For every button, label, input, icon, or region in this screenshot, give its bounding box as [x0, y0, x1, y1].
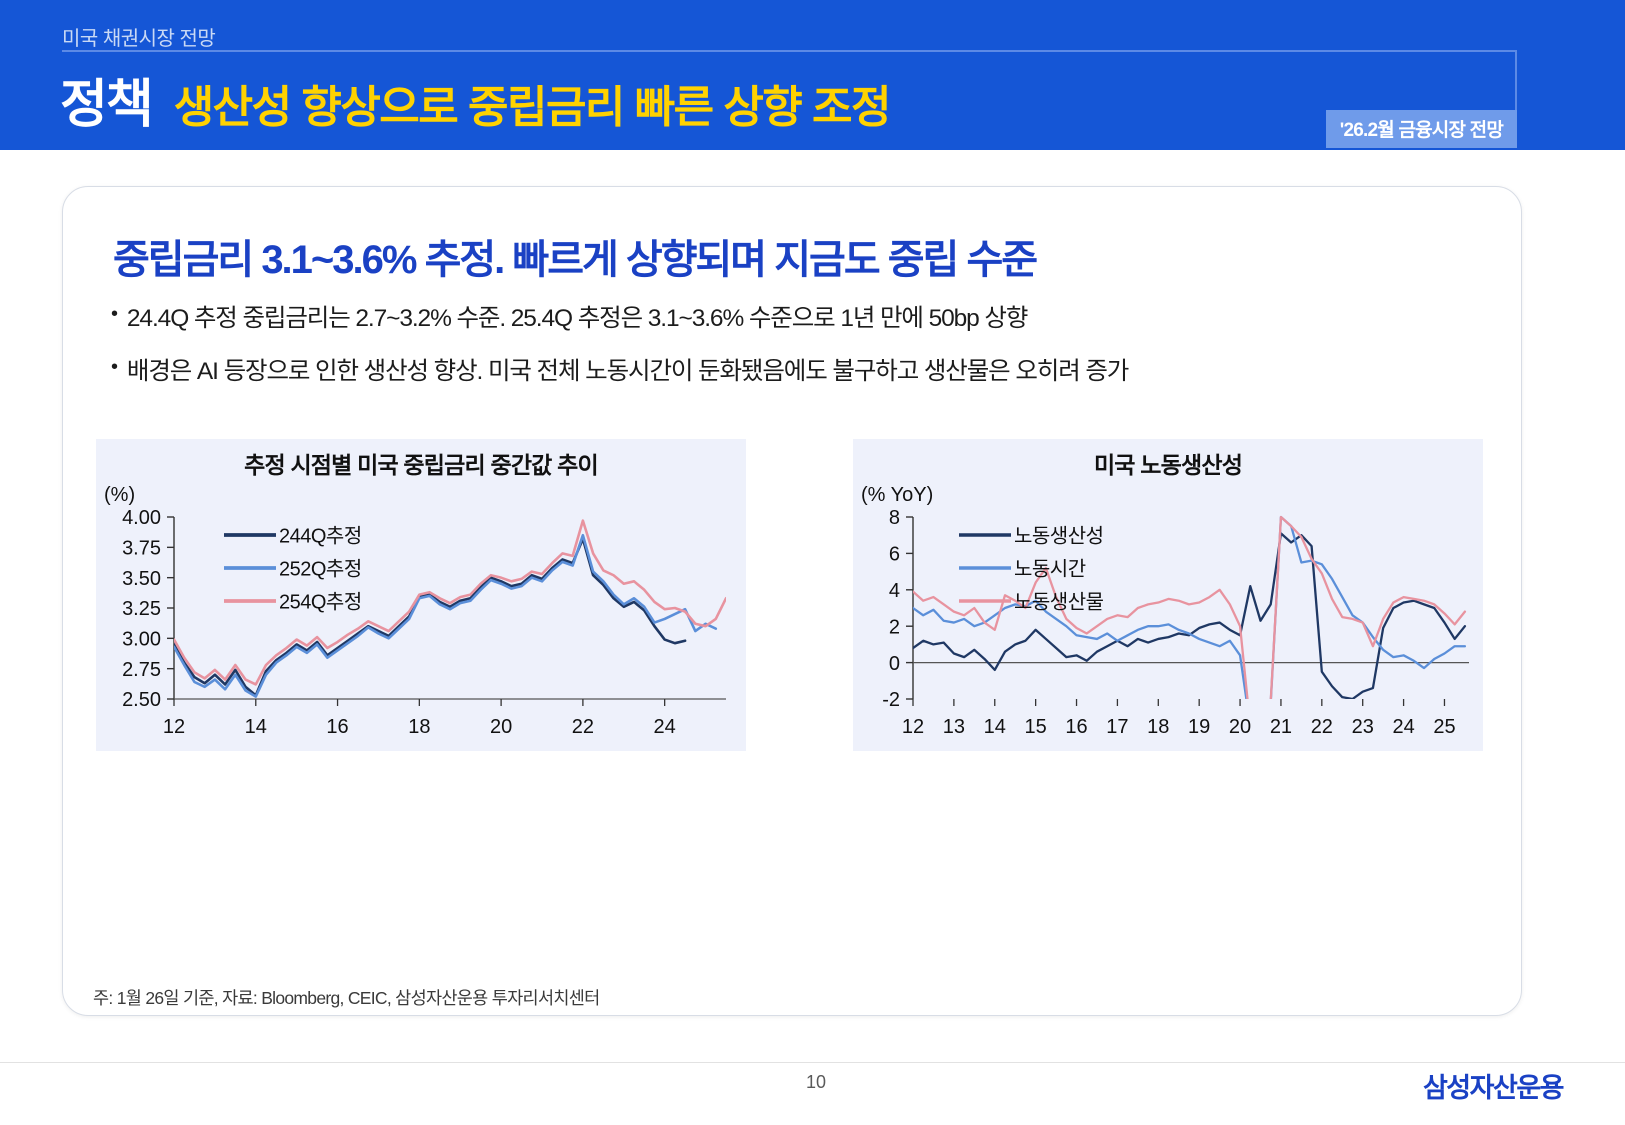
- x-axis-tick-label: 16: [1065, 716, 1087, 738]
- x-axis-tick-label: 14: [984, 716, 1006, 738]
- x-axis-tick-label: 17: [1106, 716, 1128, 738]
- header-divider: [62, 50, 1517, 52]
- series-line: [913, 515, 1467, 699]
- slide-title-row: 정책 생산성 향상으로 중립금리 빠른 상향 조정: [60, 62, 892, 137]
- slide-category-tag: 정책: [60, 76, 154, 134]
- y-axis-unit-label: (% YoY): [861, 484, 933, 506]
- legend-label: 254Q추정: [279, 590, 362, 613]
- y-axis-tick-label: 3.25: [122, 598, 161, 620]
- x-axis-tick-label: 12: [902, 716, 924, 738]
- x-axis-tick-label: 19: [1188, 716, 1210, 738]
- report-badge: '26.2월 금융시장 전망: [1325, 110, 1517, 148]
- y-axis-tick-label: 2: [889, 616, 900, 638]
- list-item-text: 배경은 AI 등장으로 인한 생산성 향상. 미국 전체 노동시간이 둔화됐음에…: [126, 358, 1129, 385]
- series-line: [174, 537, 687, 697]
- series-line: [913, 515, 1467, 699]
- y-axis-tick-label: 4.00: [122, 507, 161, 529]
- lead-headline: 중립금리 3.1~3.6% 추정. 빠르게 상향되며 지금도 중립 수준: [113, 238, 1038, 282]
- legend-label: 244Q추정: [279, 524, 362, 547]
- x-axis-tick-label: 22: [572, 716, 594, 738]
- x-axis-tick-label: 21: [1270, 716, 1292, 738]
- source-footnote: 주: 1월 26일 기준, 자료: Bloomberg, CEIC, 삼성자산운…: [93, 988, 600, 1008]
- bullet-list: • 24.4Q 추정 중립금리는 2.7~3.2% 수준. 25.4Q 추정은 …: [111, 299, 1481, 405]
- legend-label: 노동생산물: [1014, 590, 1104, 613]
- y-axis-tick-label: 4: [889, 580, 900, 602]
- list-item: • 배경은 AI 등장으로 인한 생산성 향상. 미국 전체 노동시간이 둔화됐…: [111, 352, 1481, 387]
- legend-label: 노동생산성: [1014, 524, 1104, 547]
- y-axis-tick-label: 3.00: [122, 629, 161, 651]
- page-number: 10: [806, 1072, 827, 1092]
- chart-labor-productivity: 미국 노동생산성 (% YoY) -2 0 2 4 6 8 12 13 14 15 16 17 18 19 20…: [853, 439, 1483, 751]
- x-axis-tick-label: 24: [654, 716, 676, 738]
- chart-title: 미국 노동생산성: [1094, 452, 1242, 478]
- chart-title: 추정 시점별 미국 중립금리 중간값 추이: [244, 452, 598, 478]
- x-axis-tick-label: 13: [943, 716, 965, 738]
- x-axis-tick-label: 20: [490, 716, 512, 738]
- bullet-marker: •: [111, 303, 118, 325]
- bullet-marker: •: [111, 356, 118, 378]
- y-axis-tick-label: 3.75: [122, 538, 161, 560]
- footer-divider: [0, 1062, 1625, 1063]
- x-axis-tick-label: 24: [1392, 716, 1414, 738]
- legend-label: 252Q추정: [279, 557, 362, 580]
- x-axis-tick-label: 18: [1147, 716, 1169, 738]
- header-kicker: 미국 채권시장 전망: [62, 28, 216, 50]
- series-line: [174, 519, 726, 686]
- header-banner: 미국 채권시장 전망 정책 생산성 향상으로 중립금리 빠른 상향 조정 '26…: [0, 0, 1625, 150]
- chart-neutral-rate: 추정 시점별 미국 중립금리 중간값 추이 (%) 2.50 2.75 3.00 3.25…: [96, 439, 746, 751]
- x-axis-tick-label: 23: [1352, 716, 1374, 738]
- list-item-text: 24.4Q 추정 중립금리는 2.7~3.2% 수준. 25.4Q 추정은 3.…: [126, 305, 1028, 332]
- x-axis-tick-label: 16: [326, 716, 348, 738]
- list-item: • 24.4Q 추정 중립금리는 2.7~3.2% 수준. 25.4Q 추정은 …: [111, 299, 1481, 334]
- x-axis-tick-label: 18: [408, 716, 430, 738]
- x-axis-tick-label: 20: [1229, 716, 1251, 738]
- x-axis-tick-label: 14: [245, 716, 267, 738]
- page-title: 생산성 향상으로 중립금리 빠른 상향 조정: [173, 83, 892, 132]
- header-divider-vertical: [1515, 50, 1517, 145]
- x-axis-tick-label: 25: [1433, 716, 1455, 738]
- x-axis-tick-label: 15: [1025, 716, 1047, 738]
- x-axis-tick-label: 12: [163, 716, 185, 738]
- y-axis-tick-label: 8: [889, 507, 900, 529]
- y-axis-tick-label: 0: [889, 653, 900, 675]
- chart-legend: 244Q추정 252Q추정 254Q추정: [224, 524, 362, 613]
- y-axis-tick-label: 6: [889, 544, 900, 566]
- y-axis-unit-label: (%): [104, 484, 135, 506]
- y-axis-tick-label: -2: [882, 689, 900, 711]
- content-card: 중립금리 3.1~3.6% 추정. 빠르게 상향되며 지금도 중립 수준 • 2…: [62, 186, 1522, 1016]
- series-line: [913, 532, 1467, 699]
- legend-label: 노동시간: [1014, 557, 1086, 580]
- y-axis-tick-label: 2.50: [122, 689, 161, 711]
- y-axis-tick-label: 3.50: [122, 568, 161, 590]
- x-axis-tick-label: 22: [1311, 716, 1333, 738]
- series-line: [174, 533, 718, 698]
- y-axis-tick-label: 2.75: [122, 659, 161, 681]
- brand-logo: 삼성자산운용: [1422, 1073, 1565, 1103]
